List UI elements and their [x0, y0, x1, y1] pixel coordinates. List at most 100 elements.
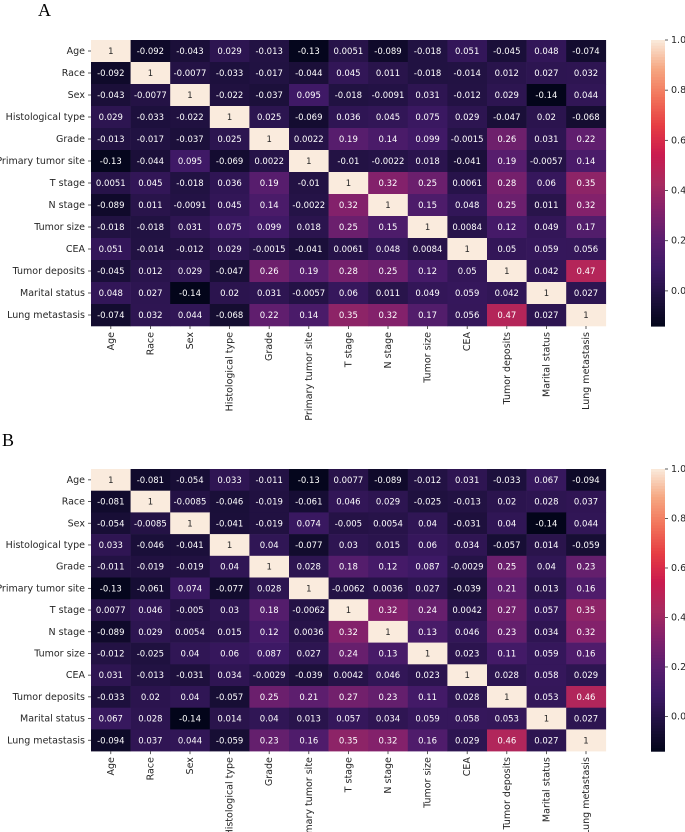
- cell-value: 0.06: [537, 179, 556, 189]
- heatmap-cell: [526, 664, 567, 687]
- colorbar-segment: [651, 595, 665, 600]
- colorbar-tick-label: 1.0: [671, 35, 685, 46]
- cell-value: 0.049: [415, 289, 439, 299]
- heatmap-cell: [209, 238, 250, 261]
- cell-value: -0.018: [137, 223, 164, 233]
- colorbar-segment: [651, 728, 665, 732]
- colorbar-segment: [651, 519, 665, 524]
- heatmap-cell: [209, 555, 250, 578]
- x-tick-label: Sex: [185, 757, 196, 775]
- cell-value: -0.14: [179, 715, 201, 725]
- heatmap-cell: [328, 194, 369, 217]
- cell-value: 0.045: [138, 179, 162, 189]
- colorbar-segment: [651, 74, 665, 78]
- cell-value: 0.018: [415, 157, 439, 167]
- heatmap-cell: [526, 128, 567, 151]
- heatmap-cell: [209, 707, 250, 730]
- colorbar-segment: [651, 288, 665, 293]
- cell-value: 0.029: [455, 736, 479, 746]
- heatmap-cell: [407, 490, 448, 513]
- heatmap-cell: [566, 40, 607, 63]
- heatmap-cell: [209, 686, 250, 708]
- colorbar-segment: [651, 700, 665, 704]
- cell-value: 0.35: [339, 736, 358, 746]
- colorbar-segment: [651, 248, 665, 253]
- cell-value: 0.26: [497, 135, 516, 145]
- cell-value: 0.0061: [452, 179, 482, 189]
- heatmap-cell: [328, 150, 369, 173]
- heatmap-cell: [487, 84, 527, 107]
- heatmap-cell: [249, 469, 290, 491]
- heatmap-cell: [487, 260, 527, 283]
- colorbar-segment: [651, 655, 665, 659]
- heatmap-cell: [91, 84, 131, 107]
- y-tick-label: CEA: [66, 670, 86, 681]
- heatmap-cell: [91, 555, 131, 578]
- heatmap-cell: [249, 106, 290, 129]
- cell-value: 0.17: [577, 223, 596, 233]
- cell-value: 0.087: [257, 649, 281, 659]
- colorbar-segment: [651, 545, 665, 549]
- heatmap-cell: [447, 599, 488, 622]
- heatmap-cell: [407, 512, 448, 535]
- colorbar-segment: [651, 483, 665, 487]
- x-tick-label: Marital status: [541, 757, 552, 822]
- colorbar-segment: [651, 68, 665, 73]
- colorbar-segment: [651, 646, 665, 651]
- cell-value: -0.054: [176, 476, 203, 486]
- cell-value: -0.047: [493, 113, 520, 123]
- cell-value: -0.081: [137, 476, 164, 486]
- colorbar-segment: [651, 283, 665, 287]
- colorbar-segment: [651, 703, 665, 707]
- heatmap-cell: [209, 194, 250, 217]
- colorbar-segment: [651, 160, 665, 164]
- heatmap-cell: [407, 40, 448, 63]
- cell-value: -0.0022: [292, 201, 325, 211]
- cell-value: 0.046: [455, 628, 479, 638]
- y-tick-label: Primary tumor site: [0, 583, 85, 594]
- colorbar-segment: [651, 471, 665, 476]
- heatmap-cell: [289, 707, 329, 730]
- colorbar-segment: [651, 183, 665, 187]
- colorbar-segment: [651, 137, 665, 141]
- heatmap-cell: [566, 469, 607, 491]
- cell-value: 0.044: [178, 311, 202, 321]
- colorbar-segment: [651, 567, 665, 572]
- heatmap-cell: [526, 577, 567, 600]
- heatmap-cell: [91, 599, 131, 622]
- cell-value: 0.034: [534, 628, 558, 638]
- cell-value: 0.027: [297, 649, 321, 659]
- heatmap-cell: [407, 238, 448, 261]
- heatmap-cell: [130, 577, 171, 600]
- heatmap-cell: [170, 555, 211, 578]
- colorbar-segment: [651, 714, 665, 718]
- colorbar-segment: [651, 142, 665, 147]
- cell-value: 0.011: [138, 201, 162, 211]
- heatmap-cell: [91, 304, 131, 327]
- cell-value: 0.13: [418, 628, 437, 638]
- colorbar-segment: [651, 40, 665, 44]
- heatmap-cell: [289, 216, 329, 239]
- cell-value: 0.067: [99, 715, 123, 725]
- cell-value: 0.12: [418, 267, 437, 277]
- cell-value: 0.057: [534, 606, 558, 616]
- cell-value: 0.13: [379, 649, 398, 659]
- cell-value: 0.046: [336, 498, 360, 508]
- colorbar-segment: [651, 291, 665, 296]
- cell-value: 0.14: [299, 311, 318, 321]
- heatmap-cell: [407, 534, 448, 557]
- colorbar-segment: [651, 263, 665, 267]
- heatmap-cell: [328, 707, 369, 730]
- colorbar-segment: [651, 528, 665, 532]
- heatmap-cell: [368, 106, 409, 129]
- cell-value: 0.011: [534, 201, 558, 211]
- cell-value: 0.074: [297, 519, 321, 529]
- colorbar-segment: [651, 717, 665, 721]
- heatmap-cell: [487, 599, 527, 622]
- heatmap-cell: [209, 599, 250, 622]
- heatmap-cell: [130, 106, 171, 129]
- colorbar-segment: [651, 556, 665, 560]
- colorbar-segment: [651, 128, 665, 133]
- cell-value: -0.019: [255, 519, 282, 529]
- colorbar-segment: [651, 188, 665, 193]
